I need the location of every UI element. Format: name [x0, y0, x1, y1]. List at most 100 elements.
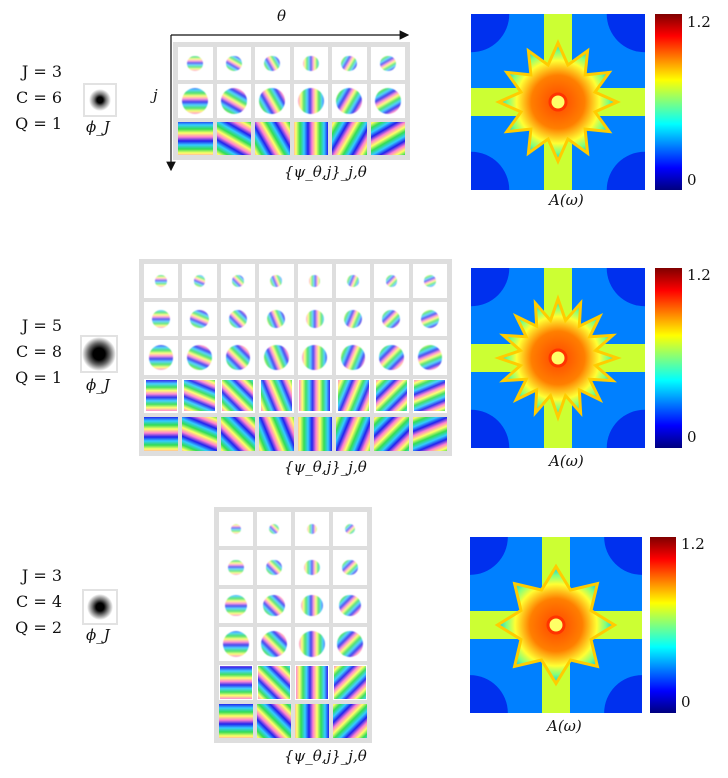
filter-cell [220, 340, 256, 375]
colorbar-2 [655, 268, 682, 448]
filter-cell [293, 47, 328, 81]
phi-label-text: ϕ_J [86, 118, 110, 136]
filter-cell [370, 121, 405, 155]
filter-cell [374, 378, 409, 413]
filter-cell [182, 302, 217, 337]
filter-cell [293, 84, 328, 118]
colorbar-max-3: 1.2 [681, 535, 705, 553]
filter-cell [178, 47, 213, 81]
filter-cell [182, 378, 217, 413]
filter-cell [295, 627, 329, 662]
filter-cell [259, 340, 294, 375]
filter-cell [335, 264, 371, 299]
amplitude-map-3 [470, 537, 642, 713]
phi-label-1: ϕ_J [86, 118, 110, 136]
phi-label-2: ϕ_J [86, 376, 110, 394]
filter-cell [219, 703, 253, 738]
filter-cell [374, 416, 409, 451]
filter-cell [219, 550, 253, 585]
colorbar-max-1: 1.2 [687, 13, 711, 31]
filter-cell [374, 302, 409, 337]
filter-cell [178, 121, 213, 155]
filter-cell [295, 665, 329, 700]
theta-axis-label: θ [277, 7, 287, 25]
amplitude-map-2 [471, 268, 645, 448]
filter-cell [333, 512, 367, 547]
filter-axes-1 [166, 30, 410, 172]
amplitude-map-svg [470, 537, 642, 713]
param-q-1: Q = 1 [15, 114, 62, 133]
filter-cell [333, 550, 367, 585]
filter-cell [295, 703, 329, 738]
filter-cell [257, 665, 291, 700]
filter-cell [259, 302, 294, 337]
filter-cell [259, 416, 294, 451]
amplitude-map-svg [471, 14, 645, 190]
filter-cell [333, 588, 367, 623]
amplitude-map-1 [471, 14, 645, 190]
param-j-3: J = 3 [21, 566, 62, 585]
filter-grid-3 [214, 507, 372, 743]
filter-cell [178, 84, 213, 118]
filter-cell [257, 550, 291, 585]
phi-lowpass-image-2 [80, 335, 118, 373]
filter-cell [257, 588, 291, 623]
param-q-3: Q = 2 [15, 618, 62, 637]
filter-cell [144, 416, 179, 451]
filter-cell [293, 121, 328, 155]
filter-cell [333, 665, 367, 700]
map-label-2: A(ω) [549, 452, 584, 470]
filter-cell [332, 121, 367, 155]
colorbar-min-3: 0 [681, 693, 691, 711]
filter-cell [412, 378, 447, 413]
filter-cell [374, 264, 409, 299]
filter-cell [216, 121, 251, 155]
filter-cell [297, 416, 332, 451]
filter-cell [332, 47, 367, 81]
filter-cell [259, 378, 294, 413]
filter-cell [255, 47, 290, 81]
phi-label-3: ϕ_J [86, 626, 110, 644]
filter-cell [335, 340, 371, 375]
filter-cell [144, 264, 179, 299]
filter-cell [220, 416, 256, 451]
phi-lowpass-image-1 [83, 83, 117, 117]
param-c-3: C = 4 [16, 592, 62, 611]
map-label-1: A(ω) [549, 191, 584, 209]
filter-cell [370, 84, 405, 118]
filter-cell [259, 264, 294, 299]
filter-cell [255, 84, 290, 118]
amplitude-map-svg [471, 268, 645, 448]
filter-cell [297, 302, 332, 337]
filter-cell [333, 627, 367, 662]
filter-grid-1 [173, 42, 410, 160]
filter-cell [335, 416, 371, 451]
colorbar-max-2: 1.2 [687, 266, 711, 284]
filter-cell [182, 264, 217, 299]
filter-cell [295, 512, 329, 547]
filter-cell [220, 264, 256, 299]
param-q-2: Q = 1 [15, 368, 62, 387]
filter-cell [333, 703, 367, 738]
filter-cell [295, 550, 329, 585]
filter-cell [295, 588, 329, 623]
filter-cell [255, 121, 290, 155]
param-c-2: C = 8 [16, 342, 62, 361]
filter-cell [332, 84, 367, 118]
filter-cell [144, 340, 179, 375]
param-c-1: C = 6 [16, 88, 62, 107]
colorbar-1 [655, 14, 682, 190]
map-label-3: A(ω) [547, 717, 582, 735]
filter-cell [297, 340, 332, 375]
filter-cell [412, 340, 447, 375]
filter-cell [335, 378, 371, 413]
filter-cell [216, 84, 251, 118]
filter-cell [370, 47, 405, 81]
filter-cell [412, 264, 447, 299]
filter-cell [216, 47, 251, 81]
filter-cell [144, 302, 179, 337]
param-j-2: J = 5 [21, 316, 62, 335]
filter-cell [144, 378, 179, 413]
filter-label-2: {ψ_θ,j}_j,θ [284, 458, 367, 476]
colorbar-3 [650, 537, 676, 713]
